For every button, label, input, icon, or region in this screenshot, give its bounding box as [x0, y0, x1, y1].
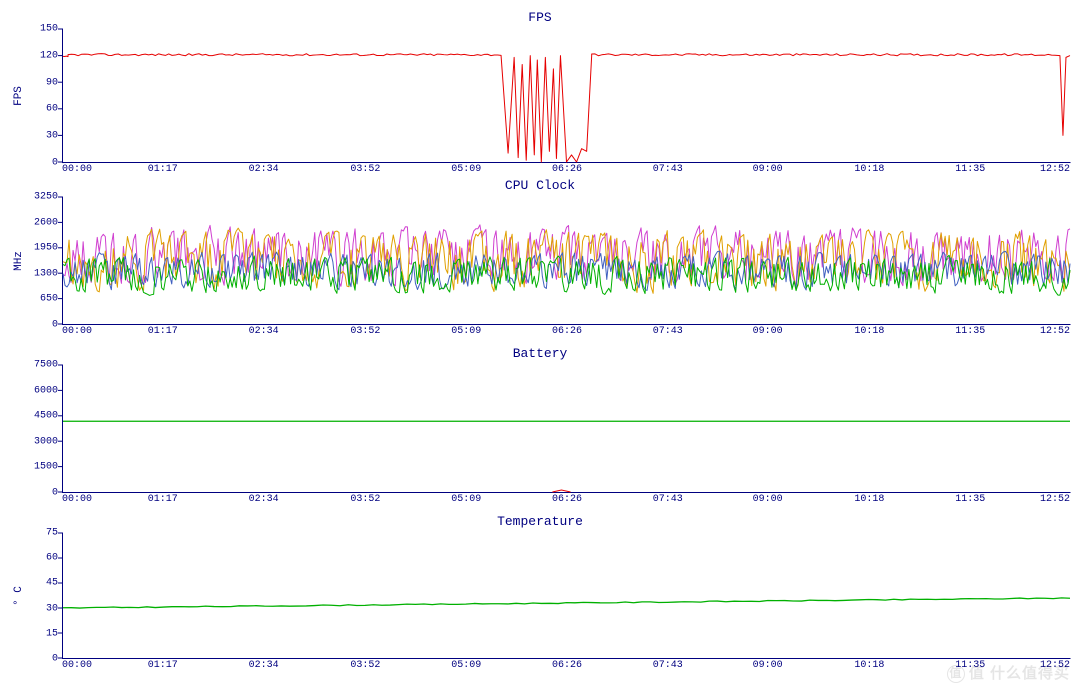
chart-fps: FPS FPS 0306090120150 00:0001:1702:3403:…	[10, 8, 1070, 176]
chart-fps-plot	[62, 29, 1070, 163]
chart-temp-xticks: 00:0001:1702:3403:5205:0906:2607:4309:00…	[62, 659, 1070, 675]
chart-temp-yticks: 01530456075	[28, 533, 62, 659]
chart-temp-title: Temperature	[10, 512, 1070, 533]
chart-temp-ylabel: ° C	[10, 533, 28, 659]
chart-cpu-plot	[62, 197, 1070, 325]
chart-cpu-yticks: 06501300195026003250	[28, 197, 62, 325]
chart-battery-plot	[62, 365, 1070, 493]
chart-cpu: CPU Clock MHz 06501300195026003250 00:00…	[10, 176, 1070, 344]
chart-battery-ylabel	[10, 365, 28, 493]
chart-cpu-xticks: 00:0001:1702:3403:5205:0906:2607:4309:00…	[62, 325, 1070, 341]
chart-battery-xticks: 00:0001:1702:3403:5205:0906:2607:4309:00…	[62, 493, 1070, 509]
chart-temp-plot	[62, 533, 1070, 659]
chart-fps-ylabel: FPS	[10, 29, 28, 163]
chart-battery-yticks: 015003000450060007500	[28, 365, 62, 493]
chart-battery-title: Battery	[10, 344, 1070, 365]
chart-cpu-ylabel: MHz	[10, 197, 28, 325]
chart-temp: Temperature ° C 01530456075 00:0001:1702…	[10, 512, 1070, 678]
chart-fps-title: FPS	[10, 8, 1070, 29]
chart-battery: Battery 015003000450060007500 00:0001:17…	[10, 344, 1070, 512]
chart-cpu-title: CPU Clock	[10, 176, 1070, 197]
performance-dashboard: FPS FPS 0306090120150 00:0001:1702:3403:…	[0, 0, 1080, 689]
chart-fps-yticks: 0306090120150	[28, 29, 62, 163]
